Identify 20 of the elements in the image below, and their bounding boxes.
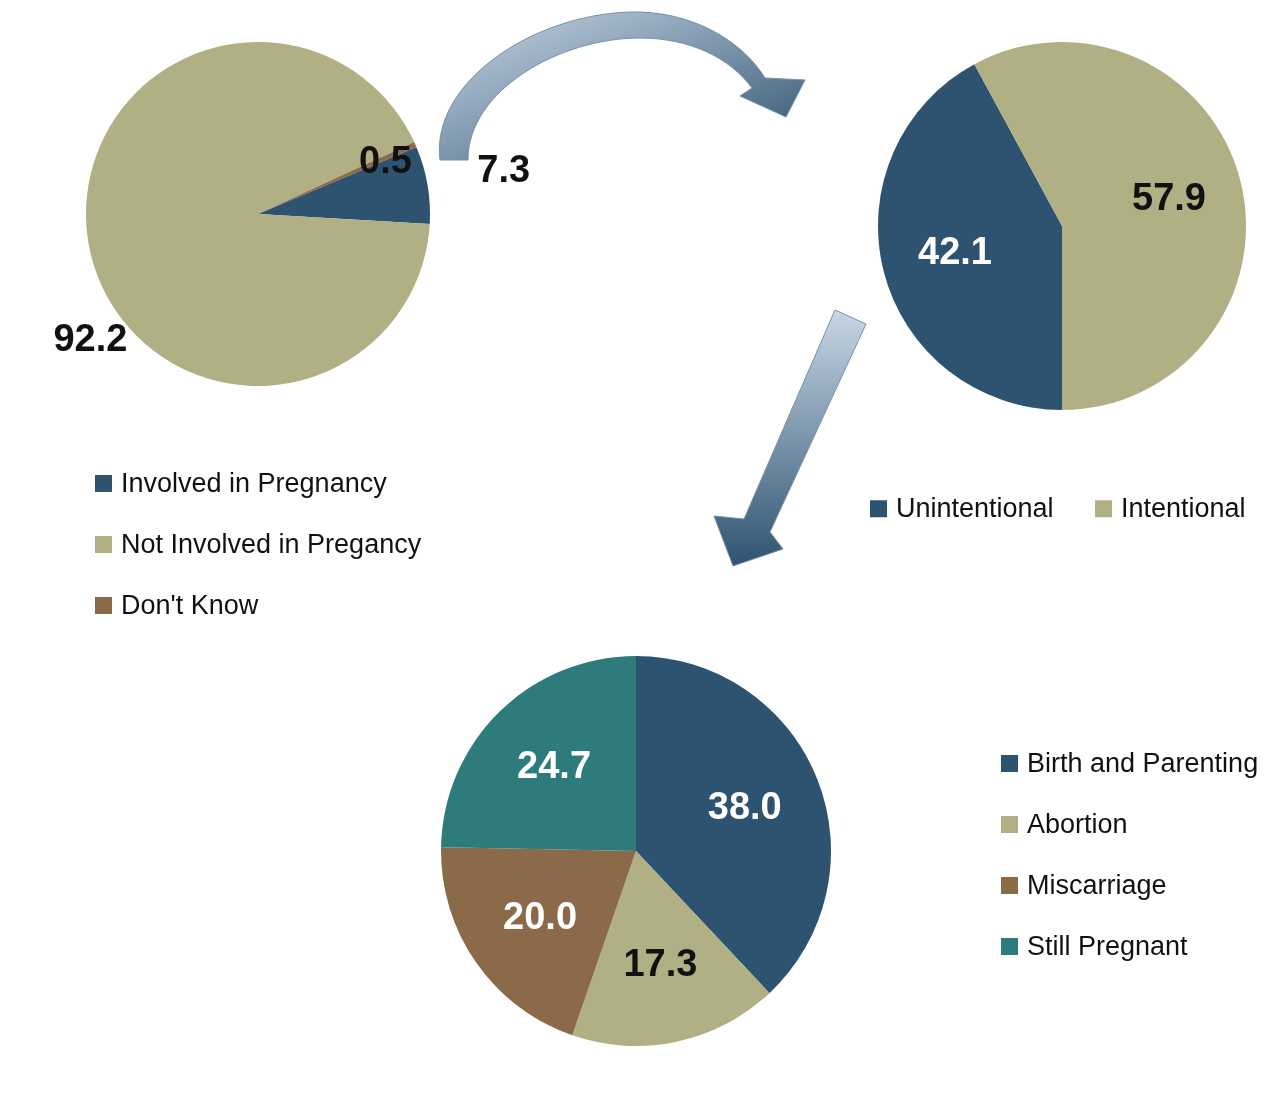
data-label: 20.0 — [503, 894, 578, 937]
data-label: 7.3 — [477, 148, 531, 191]
legend-label: Birth and Parenting — [1027, 747, 1259, 778]
legend-label: Still Pregnant — [1027, 930, 1189, 961]
legend-label: Don't Know — [121, 589, 259, 620]
data-label: 57.9 — [1132, 175, 1206, 218]
legend-label: Involved in Pregnancy — [121, 467, 388, 498]
legend-label: Unintentional — [896, 492, 1054, 523]
legend-label: Miscarriage — [1027, 869, 1167, 900]
data-label: 24.7 — [517, 744, 592, 787]
data-label: 38.0 — [707, 784, 782, 827]
data-label: 42.1 — [918, 230, 992, 273]
legend-label: Not Involved in Pregancy — [121, 528, 422, 559]
legend-label: Abortion — [1027, 808, 1128, 839]
data-label: 17.3 — [623, 942, 698, 985]
pie-slice — [878, 64, 1062, 410]
data-label: 92.2 — [53, 317, 128, 360]
legend-label: Intentional — [1121, 492, 1246, 523]
pie-slice — [441, 656, 636, 851]
pie-slice — [258, 146, 430, 224]
